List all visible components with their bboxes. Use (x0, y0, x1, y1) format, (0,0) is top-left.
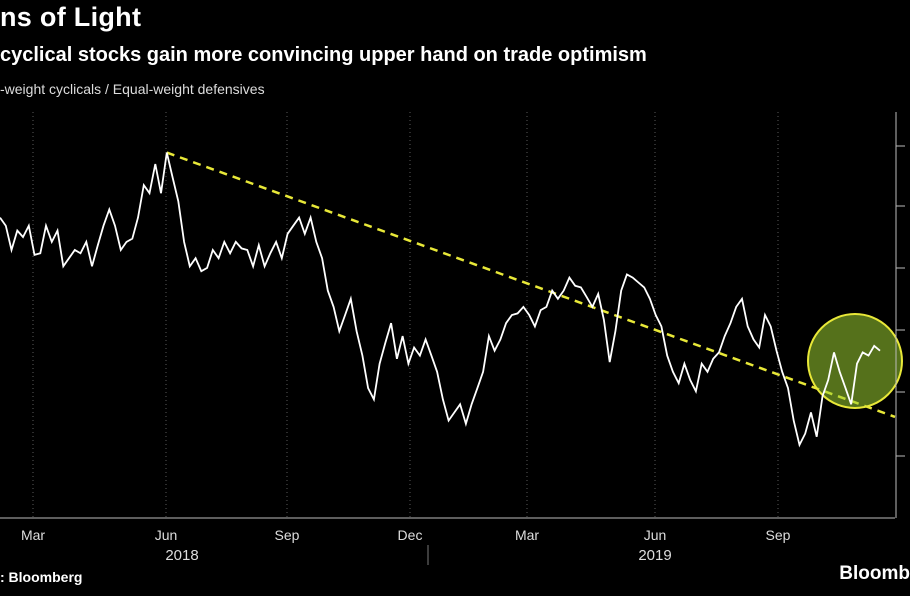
y-axis-label: -weight cyclicals / Equal-weight defensi… (0, 81, 265, 97)
brand-logo: Bloomb (839, 563, 910, 584)
trend-line (166, 151, 896, 419)
x-tick-label: Jun (155, 527, 178, 543)
y-axis (895, 112, 905, 518)
x-tick-label: Sep (275, 527, 300, 543)
series-line (0, 152, 881, 448)
x-tick-label: Jun (644, 527, 667, 543)
year-label: 2019 (638, 547, 671, 564)
chart-title: ns of Light (0, 2, 142, 32)
x-tick-label: Dec (398, 527, 423, 543)
x-axis-ticks: Mar Jun Sep Dec Mar Jun Sep 2018 2019 (0, 517, 895, 565)
x-tick-label: Mar (21, 527, 45, 543)
x-tick-label: Mar (515, 527, 539, 543)
x-tick-label: Sep (766, 527, 791, 543)
grid-lines (32, 112, 779, 518)
highlight-circle (807, 313, 903, 409)
year-label: 2018 (165, 547, 198, 564)
chart-subtitle: cyclical stocks gain more convincing upp… (0, 44, 647, 66)
source-label: : Bloomberg (0, 569, 83, 585)
